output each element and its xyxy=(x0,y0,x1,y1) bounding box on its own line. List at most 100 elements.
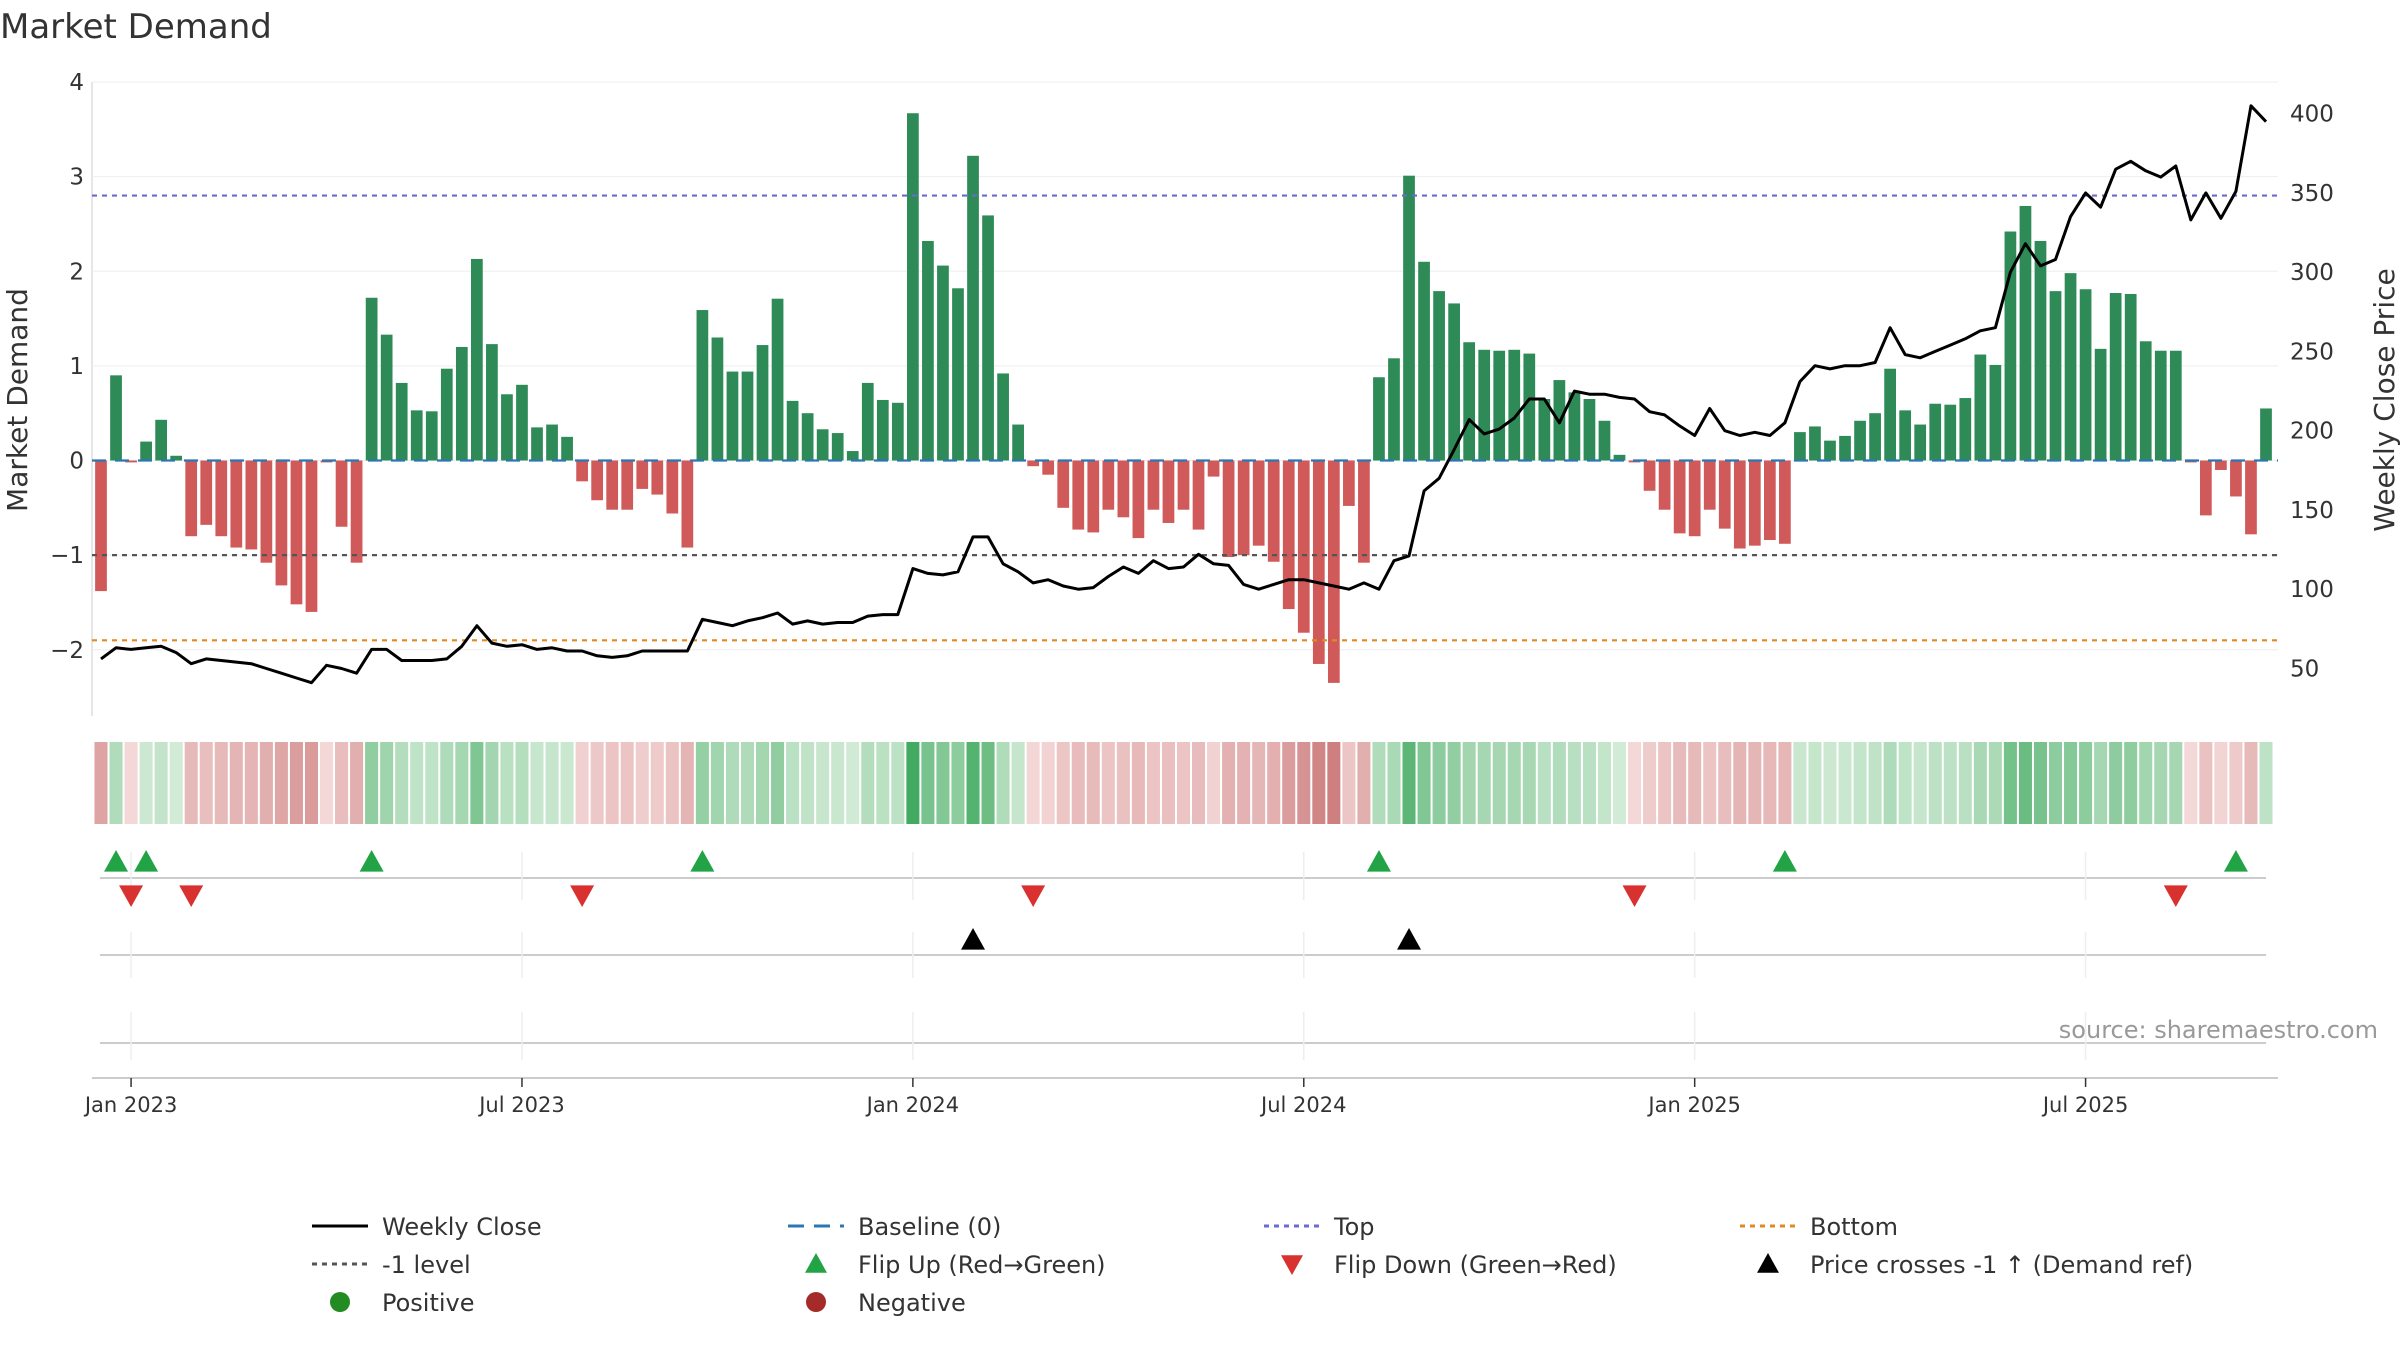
heat-strip-cell xyxy=(1567,742,1581,824)
heat-strip-cell xyxy=(530,742,544,824)
demand-bar xyxy=(891,402,904,461)
demand-bar xyxy=(1824,440,1836,461)
demand-bar xyxy=(922,240,934,461)
heat-strip-cell xyxy=(1643,742,1657,824)
heat-strip-cell xyxy=(365,742,379,824)
demand-bar xyxy=(1869,413,1881,461)
heat-strip-cell xyxy=(1763,742,1777,824)
demand-bar xyxy=(651,460,664,495)
legend-swatch-flip-up xyxy=(805,1253,827,1273)
demand-bar xyxy=(1267,460,1280,562)
demand-bar xyxy=(1117,460,1130,518)
demand-bar xyxy=(455,346,468,461)
heat-strip-cell xyxy=(1477,742,1491,824)
heat-strip-cell xyxy=(335,742,349,824)
demand-bar xyxy=(1899,410,1912,461)
flip-up-marker xyxy=(2223,850,2248,872)
heat-strip-cell xyxy=(816,742,830,824)
heat-strip-cell xyxy=(1282,742,1296,824)
demand-bar xyxy=(110,375,122,461)
heat-strip-cell xyxy=(2154,742,2168,824)
heat-strip-cell xyxy=(1718,742,1732,824)
y-right-tick-label: 250 xyxy=(2290,339,2334,365)
demand-bar xyxy=(155,419,168,461)
demand-bar xyxy=(531,427,543,461)
heat-strip-cell xyxy=(650,742,664,824)
heat-strip-cell xyxy=(891,742,905,824)
demand-bar xyxy=(1042,460,1055,475)
demand-bar xyxy=(1207,460,1220,477)
demand-bar xyxy=(125,460,137,463)
flip-up-marker xyxy=(359,850,384,872)
demand-bar xyxy=(1162,460,1175,523)
demand-bar xyxy=(1192,460,1205,530)
demand-bar xyxy=(2215,460,2227,470)
x-tick-label: Jan 2024 xyxy=(865,1093,960,1117)
demand-bar xyxy=(1102,460,1115,510)
flip-down-marker xyxy=(1021,885,1046,907)
demand-bar xyxy=(350,460,363,563)
flip-down-marker xyxy=(1622,885,1647,907)
demand-bar xyxy=(1884,368,1896,461)
demand-bar xyxy=(1538,399,1551,461)
demand-bar xyxy=(576,460,588,482)
demand-bar xyxy=(1583,399,1596,461)
y-left-tick-label: 3 xyxy=(69,165,84,191)
demand-bar xyxy=(1237,460,1250,556)
demand-bar xyxy=(1493,350,1506,461)
demand-bar xyxy=(365,297,378,461)
legend-label-negative: Negative xyxy=(858,1289,966,1317)
demand-bar xyxy=(275,460,288,586)
demand-bar xyxy=(1673,460,1686,534)
demand-bar xyxy=(335,460,348,527)
legend-label-flip-down: Flip Down (Green→Red) xyxy=(1334,1251,1617,1279)
demand-bar xyxy=(2094,348,2107,461)
heat-strip-cell xyxy=(124,742,138,824)
demand-bar xyxy=(1343,460,1355,506)
heat-strip-cell xyxy=(380,742,394,824)
heat-strip-cell xyxy=(1507,742,1521,824)
heat-strip-cell xyxy=(846,742,860,824)
demand-bar xyxy=(290,460,303,605)
heat-strip-cell xyxy=(1252,742,1266,824)
heat-strip-cell xyxy=(786,742,800,824)
heat-strip-cell xyxy=(590,742,604,824)
demand-bar xyxy=(1718,460,1731,529)
heat-strip-cell xyxy=(350,742,364,824)
demand-bar xyxy=(1418,261,1430,461)
demand-bar xyxy=(1478,349,1491,461)
legend-swatch-flip-down xyxy=(1281,1255,1303,1275)
heat-strip-cell xyxy=(1402,742,1416,824)
heat-strip-cell xyxy=(94,742,108,824)
heat-strip-cell xyxy=(1658,742,1672,824)
demand-bar xyxy=(1448,303,1460,461)
demand-bar xyxy=(380,334,393,461)
demand-bar xyxy=(1839,435,1851,461)
heat-strip-cell xyxy=(1146,742,1160,824)
heat-strip-cell xyxy=(1026,742,1040,824)
demand-bar xyxy=(1282,460,1295,610)
heat-strip-cell xyxy=(1838,742,1852,824)
heat-strip-cell xyxy=(1447,742,1461,824)
legend-label-price-cross: Price crosses -1 ↑ (Demand ref) xyxy=(1810,1251,2193,1279)
demand-bar xyxy=(1358,460,1370,563)
heat-strip-cell xyxy=(801,742,815,824)
demand-bar xyxy=(1087,460,1100,533)
heat-strip-cell xyxy=(710,742,724,824)
demand-bar xyxy=(1433,291,1445,461)
demand-bar xyxy=(215,460,228,537)
demand-bar xyxy=(1508,349,1521,461)
heat-strip-cell xyxy=(1417,742,1431,824)
heat-strip-cell xyxy=(1913,742,1927,824)
demand-bar xyxy=(1523,353,1536,461)
heat-strip-cell xyxy=(876,742,890,824)
heat-strip-cell xyxy=(1582,742,1596,824)
legend-swatch-negative xyxy=(806,1292,826,1312)
demand-bar xyxy=(140,441,152,461)
price-cross-marker xyxy=(961,928,986,950)
demand-bar xyxy=(2064,273,2077,461)
legend-label-top: Top xyxy=(1333,1213,1375,1241)
heat-strip-cell xyxy=(1552,742,1566,824)
y-left-tick-label: 0 xyxy=(69,449,84,475)
